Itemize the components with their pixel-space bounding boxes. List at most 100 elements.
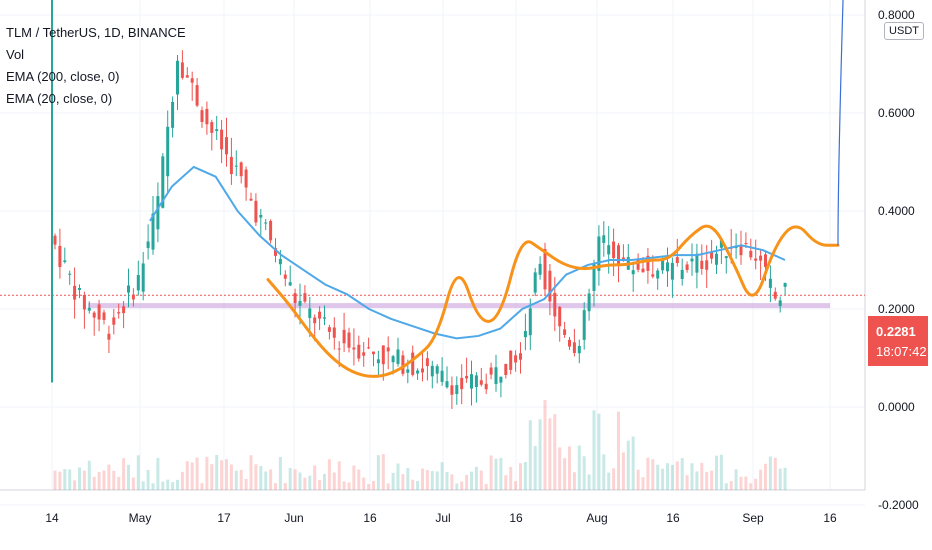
candle-body [661, 258, 665, 271]
candle-body [719, 239, 723, 248]
volume-bar [190, 462, 194, 490]
volume-bar [381, 454, 385, 490]
candle-body [656, 270, 660, 279]
price-tick-label: -0.2000 [878, 498, 919, 512]
volume-bar [254, 464, 258, 490]
volume-bar [474, 466, 478, 490]
volume-bar [117, 476, 121, 490]
candle-body [308, 308, 312, 318]
candle-body [749, 250, 753, 258]
indicator-ema-20[interactable]: EMA (20, close, 0) [6, 91, 113, 106]
candle-body [484, 383, 488, 390]
currency-unit-button[interactable]: USDT [884, 22, 924, 40]
last-price-label: 0.2281 [876, 324, 916, 339]
volume-bar [347, 482, 351, 490]
candle-body [504, 364, 508, 375]
candle-body [685, 264, 689, 270]
volume-bar [376, 455, 380, 490]
volume-bar [700, 462, 704, 490]
candle-body [636, 259, 640, 270]
volume-bar [352, 465, 356, 490]
volume-bar [185, 461, 189, 490]
candle-body [225, 137, 228, 155]
candle-body [494, 367, 498, 384]
ema-20-line [149, 165, 786, 340]
volume-bar [680, 458, 684, 490]
volume-bar [504, 475, 508, 490]
volume-bar [229, 464, 233, 490]
candle-body [254, 200, 258, 223]
candle-body [357, 344, 361, 359]
candle-body [171, 101, 175, 128]
price-tick-label: 0.6000 [878, 106, 915, 120]
volume-bar [553, 414, 557, 490]
indicator-ema-200[interactable]: EMA (200, close, 0) [6, 69, 120, 84]
volume-bar [612, 468, 616, 490]
candle-body [229, 156, 233, 175]
candle-body [166, 126, 170, 177]
candle-body [538, 263, 542, 275]
volume-bar [274, 483, 277, 490]
volume-bar [724, 483, 728, 490]
volume-bar [494, 458, 498, 490]
volume-bar [73, 480, 77, 490]
drawing-curve [266, 224, 840, 378]
candle-body [136, 275, 140, 291]
volume-bar [244, 478, 248, 490]
volume-bar [151, 483, 155, 490]
volume-bar [759, 469, 763, 490]
candle-body [425, 358, 429, 367]
projection-arrow [837, 0, 844, 246]
candle-body [587, 293, 591, 312]
time-tick-label: 16 [509, 511, 523, 525]
volume-bar [499, 457, 503, 490]
volume-bar [528, 420, 532, 490]
volume-bar [705, 471, 709, 490]
volume-bar [136, 455, 140, 490]
candle-body [612, 241, 616, 259]
bar-countdown: 18:07:42 [876, 344, 927, 359]
indicator-vol[interactable]: Vol [6, 47, 25, 62]
candle-body [347, 332, 351, 348]
volume-bar [460, 481, 464, 490]
candle-body [548, 270, 552, 302]
candle-body [489, 367, 493, 375]
volume-bar [298, 472, 302, 490]
volume-bar [509, 467, 513, 490]
volume-bar [63, 469, 67, 490]
volume-bar [372, 481, 375, 490]
candle-body [362, 352, 366, 356]
volume-bar [406, 468, 410, 490]
candle-body [533, 272, 537, 293]
candle-body [675, 257, 679, 264]
volume-bar [308, 475, 312, 490]
volume-bar [337, 461, 341, 490]
volume-bar [641, 477, 645, 490]
candle-body [82, 294, 86, 310]
volume-bar [450, 474, 454, 490]
volume-bar [543, 400, 547, 490]
volume-bar [92, 476, 96, 490]
candle-body [759, 255, 763, 261]
candle-body [122, 306, 126, 314]
candle-body [778, 300, 782, 306]
candle-body [391, 356, 395, 363]
price-tick-label: 0.2000 [878, 302, 915, 316]
volume-bar [656, 464, 660, 490]
volume-bar [621, 452, 625, 490]
volume-bar [617, 411, 620, 490]
candle-body [205, 108, 209, 125]
candle-body [597, 236, 601, 271]
candle-body [690, 258, 694, 262]
price-tick-label: 0.8000 [878, 8, 915, 22]
volume-bar [386, 483, 390, 490]
volume-bar [744, 476, 748, 490]
volume-bar [710, 470, 714, 490]
candle-body [244, 169, 248, 188]
candle-body [602, 235, 606, 243]
volume-bar [425, 470, 429, 490]
candle-body [141, 263, 145, 292]
candle-body [514, 355, 518, 363]
candle-body [342, 329, 346, 344]
